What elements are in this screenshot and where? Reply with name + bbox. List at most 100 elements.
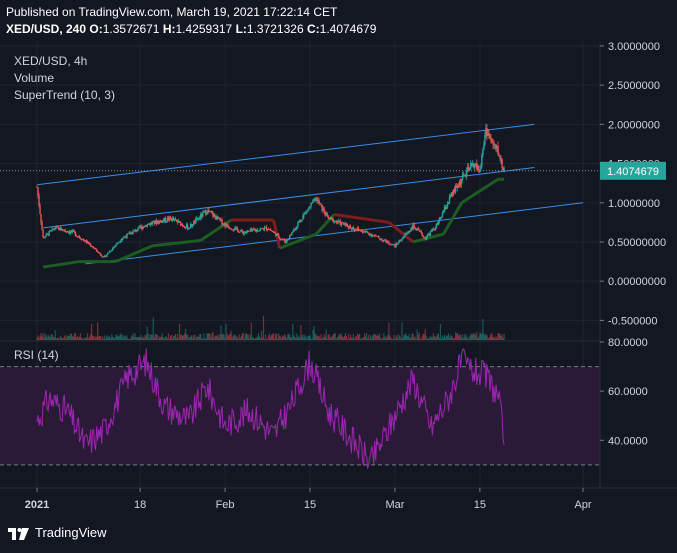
- candle-body: [361, 230, 364, 233]
- volume-bar: [325, 329, 327, 340]
- candle-body: [228, 227, 230, 229]
- volume-bar: [222, 333, 224, 340]
- candle-body: [402, 237, 404, 240]
- volume-bar: [301, 335, 303, 340]
- candle-body: [294, 229, 296, 231]
- candle-body: [180, 224, 183, 226]
- candle-body: [375, 235, 377, 237]
- volume-bar: [373, 334, 375, 340]
- volume-bar: [327, 334, 329, 340]
- volume-bar: [113, 337, 115, 340]
- candle-body: [39, 205, 41, 215]
- candle-body: [57, 226, 59, 228]
- candle-body: [130, 232, 132, 235]
- volume-bar: [149, 334, 151, 340]
- volume-bar: [335, 338, 337, 340]
- candle-body: [290, 234, 292, 236]
- volume-bar: [191, 335, 193, 340]
- candle-body: [115, 244, 117, 246]
- candle-body: [295, 227, 297, 230]
- rsi-tick-label: 40.0000: [608, 435, 648, 447]
- time-tick-label: Mar: [385, 499, 404, 511]
- volume-bar: [336, 337, 338, 340]
- candle-body: [303, 213, 305, 216]
- candle-body: [449, 195, 452, 197]
- volume-bar: [330, 336, 332, 340]
- volume-bar: [55, 338, 57, 340]
- candle-body: [476, 163, 478, 169]
- volume-bar: [295, 338, 297, 340]
- candle-body: [350, 227, 353, 230]
- volume-bar: [445, 335, 448, 340]
- candle-body: [437, 221, 440, 225]
- volume-bar: [329, 337, 331, 340]
- candle-body: [122, 237, 124, 239]
- candle-body: [151, 222, 153, 225]
- candle-body: [394, 245, 396, 248]
- volume-bar: [458, 335, 460, 340]
- candle-body: [418, 229, 420, 231]
- candle-body: [399, 240, 401, 242]
- volume-bar: [350, 337, 353, 340]
- volume-bar: [425, 335, 427, 340]
- volume-bar: [239, 337, 241, 340]
- volume-bar: [357, 334, 360, 340]
- volume-bar: [228, 334, 230, 340]
- volume-bar: [165, 336, 168, 340]
- candle-body: [335, 220, 337, 223]
- candle-body: [90, 246, 93, 247]
- open-value: 1.3572671: [102, 22, 160, 36]
- trend-channel-lines[interactable]: [0, 123, 600, 265]
- last-price-label: 1.4074679: [607, 166, 659, 178]
- price-axes[interactable]: 3.00000002.50000002.00000001.50000001.00…: [0, 0, 677, 520]
- volume-bar: [495, 335, 497, 340]
- candle-body: [443, 207, 446, 213]
- candle-body: [165, 221, 168, 222]
- candle-body: [41, 222, 43, 230]
- volume-bar: [76, 335, 79, 340]
- candle-body: [194, 221, 196, 224]
- candle-body: [270, 230, 273, 232]
- candle-body: [481, 155, 483, 167]
- candle-body: [498, 155, 500, 157]
- volume-bar: [82, 338, 85, 340]
- volume-bar: [248, 338, 250, 340]
- candle-body: [367, 232, 370, 234]
- volume-bar: [100, 336, 102, 340]
- volume-bar: [135, 337, 137, 340]
- candle-body: [157, 221, 160, 224]
- candle-body: [261, 228, 264, 229]
- volume-bar: [49, 337, 51, 340]
- volume-bar: [298, 335, 300, 340]
- candle-body: [436, 224, 439, 225]
- candle-body: [119, 241, 121, 243]
- volume-bar: [41, 336, 43, 340]
- candle-body: [324, 212, 326, 216]
- candle-body: [434, 228, 437, 230]
- candle-body: [356, 228, 359, 231]
- candle-body: [468, 167, 470, 170]
- candle-body: [38, 195, 40, 206]
- candle-body: [419, 230, 421, 232]
- candle-body: [86, 241, 89, 244]
- volume-bar: [279, 335, 281, 340]
- candle-body: [79, 237, 82, 239]
- volume-bars: [36, 315, 505, 340]
- candle-body: [141, 226, 143, 229]
- volume-bar: [426, 338, 428, 340]
- candle-body: [101, 255, 103, 257]
- candle-body: [131, 232, 133, 235]
- volume-bar: [235, 337, 237, 340]
- candle-body: [210, 211, 212, 213]
- candle-body: [84, 240, 87, 242]
- candle-body: [478, 165, 480, 173]
- volume-bar: [303, 337, 305, 340]
- open-label: O:: [89, 22, 103, 36]
- candle-body: [245, 232, 247, 233]
- volume-bar: [65, 338, 67, 340]
- volume-bar: [257, 333, 260, 340]
- tradingview-logo[interactable]: TradingView: [8, 525, 107, 540]
- candle-body: [156, 221, 159, 224]
- candle-body: [390, 244, 392, 246]
- candle-body: [200, 214, 202, 219]
